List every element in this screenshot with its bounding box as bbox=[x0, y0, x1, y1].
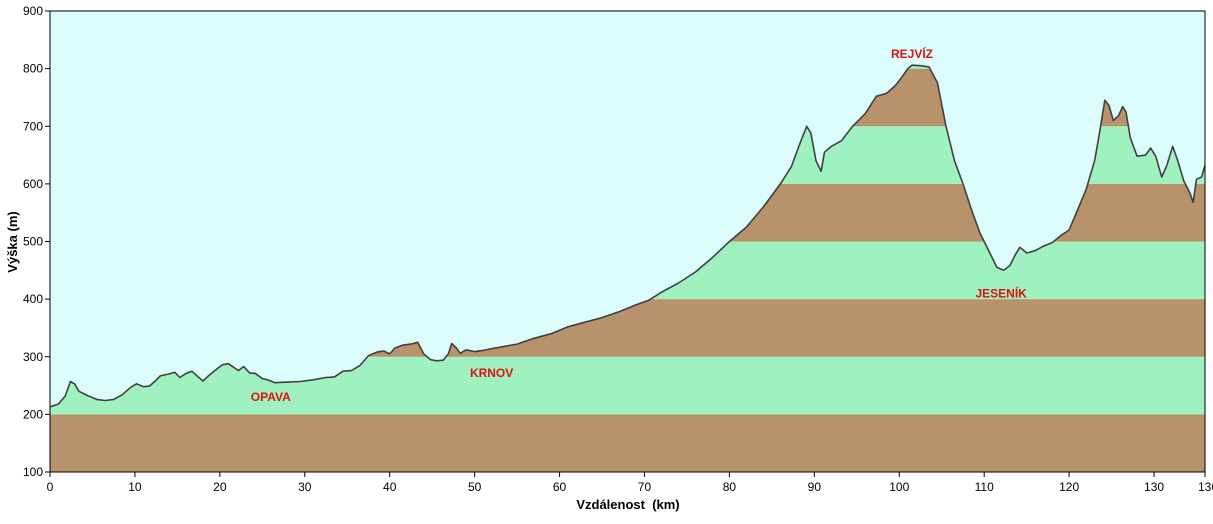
x-tick-label: 80 bbox=[723, 480, 737, 494]
x-tick-label: 50 bbox=[468, 480, 482, 494]
x-tick-label: 136 bbox=[1198, 480, 1213, 494]
x-tick-label: 40 bbox=[383, 480, 397, 494]
x-tick-label: 90 bbox=[808, 480, 822, 494]
x-tick-label: 60 bbox=[553, 480, 567, 494]
y-tick-label: 900 bbox=[23, 4, 43, 18]
town-labels: OPAVA KRNOV REJVÍZ JESENÍK bbox=[251, 46, 1027, 404]
y-axis: 100 200 300 400 500 600 700 800 900 bbox=[23, 4, 50, 479]
y-axis-label: Výška (m) bbox=[5, 211, 20, 272]
x-tick-label: 120 bbox=[1059, 480, 1079, 494]
x-axis-label: Vzdálenost (km) bbox=[576, 497, 679, 512]
y-tick-label: 100 bbox=[23, 465, 43, 479]
y-tick-label: 800 bbox=[23, 62, 43, 76]
y-tick-label: 500 bbox=[23, 235, 43, 249]
y-tick-label: 200 bbox=[23, 407, 43, 421]
x-axis: 0 10 20 30 40 50 60 70 80 90 100 110 120 130 136 bbox=[47, 472, 1213, 494]
x-tick-label: 110 bbox=[975, 480, 994, 494]
y-tick-label: 700 bbox=[23, 119, 43, 133]
elevation-profile-line bbox=[49, 64, 1206, 408]
x-tick-label: 100 bbox=[889, 480, 909, 494]
y-tick-label: 600 bbox=[23, 177, 43, 191]
x-tick-label: 10 bbox=[128, 480, 142, 494]
x-tick-label: 30 bbox=[298, 480, 312, 494]
town-label: JESENÍK bbox=[975, 285, 1027, 300]
town-label: OPAVA bbox=[251, 390, 291, 404]
y-tick-label: 300 bbox=[23, 350, 43, 364]
town-label: KRNOV bbox=[470, 366, 513, 380]
elevation-band bbox=[50, 414, 1205, 472]
town-label: REJVÍZ bbox=[891, 46, 933, 61]
x-tick-label: 0 bbox=[47, 480, 54, 494]
x-tick-label: 130 bbox=[1144, 480, 1164, 494]
x-tick-label: 70 bbox=[638, 480, 652, 494]
y-tick-label: 400 bbox=[23, 292, 43, 306]
x-tick-label: 20 bbox=[213, 480, 227, 494]
